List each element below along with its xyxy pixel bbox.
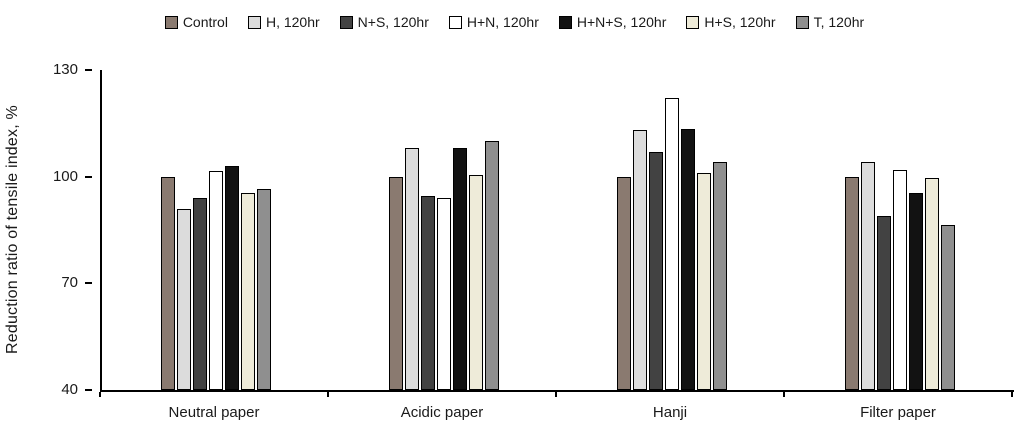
x-category-label: Filter paper — [860, 404, 936, 421]
y-tick-mark — [85, 282, 92, 285]
bar — [469, 174, 483, 390]
bar-group-acidic-paper — [330, 70, 558, 390]
bar — [697, 173, 711, 390]
y-tick-label: 70 — [61, 274, 78, 292]
legend-item: H+N, 120hr — [448, 14, 539, 30]
x-category-label: Hanji — [652, 404, 688, 421]
bar — [925, 178, 939, 390]
legend-label: H+N+S, 120hr — [576, 14, 667, 30]
legend-swatch-icon — [558, 15, 572, 29]
bar — [845, 176, 859, 390]
legend-label: Control — [182, 14, 228, 30]
x-axis-labels: Neutral paper Acidic paper Hanji Filter pap… — [100, 404, 1012, 421]
legend-swatch-icon — [448, 15, 462, 29]
x-axis-ticks — [99, 392, 1013, 397]
y-tick-label: 130 — [52, 61, 78, 78]
x-tick-mark — [99, 392, 101, 397]
legend-swatch-icon — [795, 15, 809, 29]
chart-legend: Control H, 120hr N+S, 120hr H+N, 120hr H+N+S… — [0, 14, 1029, 30]
bar — [161, 176, 175, 390]
bar — [681, 128, 695, 390]
legend-swatch-icon — [686, 15, 700, 29]
legend-item: N+S, 120hr — [339, 14, 429, 30]
legend-item: T, 120hr — [795, 14, 865, 30]
bar — [437, 198, 451, 390]
bar — [177, 208, 191, 390]
legend-item: H+N+S, 120hr — [558, 14, 667, 30]
bar — [225, 166, 239, 390]
bar — [405, 148, 419, 390]
y-tick-mark — [85, 175, 92, 178]
legend-label: H+S, 120hr — [704, 14, 776, 30]
bar — [861, 162, 875, 390]
y-tick-mark — [85, 69, 92, 71]
legend-label: H+N, 120hr — [466, 14, 539, 30]
bar — [909, 192, 923, 390]
bar — [257, 189, 271, 390]
y-tick-mark — [85, 389, 92, 391]
x-tick-mark — [555, 392, 557, 397]
bar-group-hanji — [558, 70, 786, 390]
bar — [453, 148, 467, 390]
legend-label: N+S, 120hr — [357, 14, 429, 30]
bar — [209, 171, 223, 390]
bar-group-filter-paper — [786, 70, 1014, 390]
bar — [941, 224, 955, 390]
legend-swatch-icon — [164, 15, 178, 29]
y-axis-ticks: 40 70 100 130 — [0, 62, 92, 398]
legend-label: H, 120hr — [265, 14, 320, 30]
bar — [665, 98, 679, 390]
legend-item: Control — [164, 14, 228, 30]
bar — [633, 130, 647, 390]
bar — [193, 198, 207, 390]
bar — [893, 169, 907, 390]
bar — [649, 151, 663, 390]
bar — [713, 162, 727, 390]
y-tick-label: 40 — [61, 381, 78, 398]
plot-area — [100, 70, 1014, 392]
bar — [617, 176, 631, 390]
bar-group-neutral-paper — [102, 70, 330, 390]
y-tick-label: 100 — [52, 167, 78, 185]
legend-swatch-icon — [247, 15, 261, 29]
legend-item: H+S, 120hr — [686, 14, 776, 30]
legend-swatch-icon — [339, 15, 353, 29]
x-category-label: Acidic paper — [400, 404, 484, 421]
x-tick-mark — [327, 392, 329, 397]
x-category-label: Neutral paper — [168, 404, 260, 421]
x-tick-mark — [783, 392, 785, 397]
bar — [421, 196, 435, 390]
bar — [485, 141, 499, 390]
legend-item: H, 120hr — [247, 14, 320, 30]
legend-label: T, 120hr — [813, 14, 865, 30]
x-tick-mark — [1011, 392, 1013, 397]
bar — [389, 176, 403, 390]
bar — [241, 192, 255, 390]
bar — [877, 215, 891, 390]
